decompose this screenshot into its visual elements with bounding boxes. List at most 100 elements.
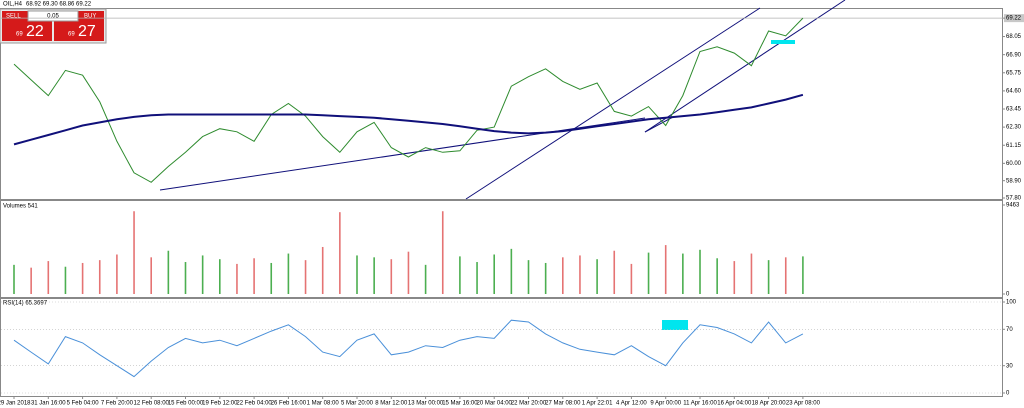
lot-field[interactable] — [27, 10, 79, 22]
x-tick-label: 1 Mar 08:00 — [307, 401, 340, 407]
x-tick-label: 19 Feb 12:00 — [202, 401, 238, 407]
volume-bar — [201, 255, 204, 294]
buy-digits: 27 — [78, 23, 96, 40]
x-tick-label: 29 Jan 2018 — [0, 401, 31, 407]
volume-bar — [682, 253, 684, 294]
volume-bar — [579, 255, 581, 294]
volume-bar — [647, 252, 650, 294]
x-tick-label: 18 Apr 20:00 — [752, 401, 787, 407]
volume-bar — [802, 256, 804, 294]
volume-bar — [184, 262, 187, 294]
y-tick-label: 60.00 — [1006, 161, 1022, 167]
x-tick-label: 5 Mar 20:00 — [341, 401, 374, 407]
volume-bar — [321, 246, 324, 294]
y-tick-label: 30 — [1006, 363, 1013, 369]
y-tick-label: 58.90 — [1006, 178, 1022, 184]
volume-bar — [236, 263, 238, 294]
volume-bar — [527, 260, 530, 294]
volume-bar — [459, 256, 461, 294]
x-tick-label: 22 Feb 04:00 — [236, 401, 272, 407]
x-tick-label: 7 Feb 20:00 — [101, 401, 134, 407]
quote: 68.92 69.30 68.86 69.22 — [26, 2, 92, 8]
volume-bar — [750, 253, 753, 294]
y-tick-label: 65.75 — [1006, 70, 1022, 76]
volume-bar — [219, 259, 221, 294]
sell-label: SELL — [6, 14, 21, 20]
x-tick-label: 1 Apr 22:01 — [582, 401, 613, 407]
rsi-panel — [0, 298, 1003, 397]
x-tick-label: 9 Apr 00:00 — [650, 401, 681, 407]
volume-bar — [253, 258, 255, 294]
x-tick-label: 16 Apr 04:00 — [717, 401, 752, 407]
price-label-box — [1004, 14, 1024, 23]
volume-bar — [339, 212, 341, 294]
highlight — [771, 40, 795, 44]
panel-title: Volumes 541 — [3, 204, 38, 210]
buy-prefix: 69 — [68, 32, 75, 38]
volume-bar — [476, 262, 478, 294]
y-tick-label: 69.22 — [1006, 16, 1022, 22]
volume-bar — [47, 261, 50, 294]
volume-bar — [441, 211, 444, 294]
volume-bar — [733, 261, 736, 294]
volume-bar — [64, 266, 67, 294]
volume-bar — [407, 251, 410, 294]
volume-panel — [0, 200, 1003, 298]
x-tick-label: 15 Feb 00:00 — [168, 401, 204, 407]
x-tick-label: 27 Mar 08:00 — [545, 401, 581, 407]
volume-bar — [613, 250, 616, 294]
x-tick-label: 26 Feb 16:00 — [271, 401, 307, 407]
y-tick-label: 61.15 — [1006, 143, 1022, 149]
volume-bar — [630, 263, 633, 294]
buy-label: BUY — [84, 14, 96, 20]
volume-bar — [664, 245, 667, 294]
price-panel — [0, 8, 1003, 200]
x-tick-label: 23 Apr 08:00 — [786, 401, 821, 407]
volume-bar — [304, 260, 307, 294]
x-tick-label: 12 Feb 08:00 — [134, 401, 170, 407]
y-tick-label: 63.45 — [1006, 107, 1022, 113]
volume-bar — [373, 257, 375, 294]
volume-bar — [150, 257, 152, 294]
volume-bar — [596, 259, 598, 294]
series-line — [13, 17, 804, 183]
x-tick-label: 13 Mar 00:00 — [408, 401, 444, 407]
symbol: OIL,H4 — [3, 2, 23, 8]
y-tick-label: 100 — [1006, 300, 1017, 306]
lot: 0.05 — [47, 14, 59, 20]
panel-title: RSI(14) 65.3697 — [3, 301, 48, 307]
volume-bar — [493, 254, 495, 294]
y-tick-label: 64.60 — [1006, 88, 1022, 94]
volume-bar — [356, 255, 358, 294]
y-tick-label: 9463 — [1006, 203, 1020, 209]
x-tick-label: 15 Mar 16:00 — [442, 401, 478, 407]
trend-line — [644, 116, 674, 133]
y-tick-label: 66.90 — [1006, 52, 1022, 58]
x-tick-label: 11 Apr 16:00 — [683, 401, 717, 407]
volume-bar — [390, 259, 393, 294]
volume-bar — [424, 264, 427, 294]
y-tick-label: 0 — [1006, 391, 1010, 397]
y-tick-label: 62.30 — [1006, 125, 1022, 131]
x-tick-label: 20 Mar 04:00 — [477, 401, 513, 407]
trend-line — [644, 0, 846, 133]
sell-digits: 22 — [26, 23, 44, 40]
trend-line — [465, 7, 761, 200]
highlight — [662, 320, 688, 330]
volume-bar — [13, 264, 15, 294]
volume-bar — [98, 260, 101, 294]
volume-bar — [784, 257, 787, 294]
volume-bar — [270, 262, 273, 294]
x-tick-label: 5 Feb 04:00 — [67, 401, 100, 407]
y-tick-label: 0 — [1006, 292, 1010, 298]
volume-bar — [116, 254, 118, 294]
y-tick-label: 68.05 — [1006, 34, 1022, 40]
series-line — [13, 319, 804, 378]
volume-bar — [287, 253, 290, 294]
volume-bar — [167, 250, 170, 294]
volume-bar — [562, 257, 564, 294]
volume-bar — [767, 260, 770, 294]
sell-prefix: 69 — [16, 32, 23, 38]
